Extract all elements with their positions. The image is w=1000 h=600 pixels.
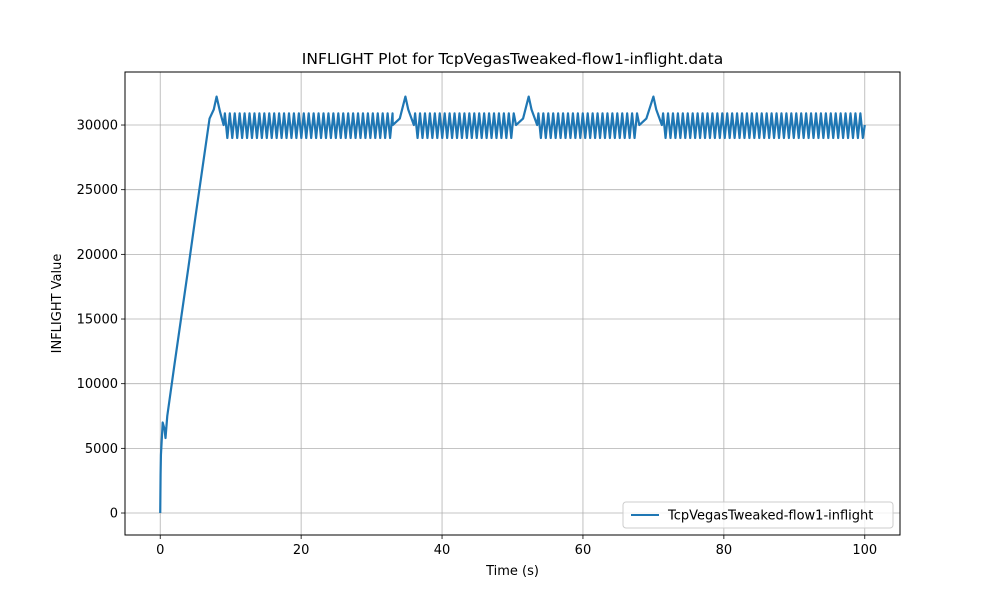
y-tick-label: 0 [110,507,118,522]
y-tick-label: 15000 [77,313,118,328]
axis-ticks: 0 20 40 60 80 100 0 5000 10000 15000 20000 25000 300… [77,119,878,558]
plot-area [159,95,866,514]
y-axis-label: INFLIGHT Value [50,254,65,354]
x-tick-label: 0 [156,543,164,558]
legend-entry-label: TcpVegasTweaked-flow1-inflight [667,509,873,524]
x-tick-label: 20 [293,543,310,558]
x-axis-label: Time (s) [485,564,539,579]
x-tick-label: 80 [716,543,733,558]
y-tick-label: 25000 [77,183,118,198]
chart-title: INFLIGHT Plot for TcpVegasTweaked-flow1-… [302,50,723,68]
y-tick-label: 20000 [77,248,118,263]
x-tick-label: 40 [434,543,451,558]
series-line [159,95,866,514]
legend-box [622,501,894,529]
grid [125,72,900,535]
y-tick-label: 5000 [85,442,118,457]
x-tick-label: 100 [852,543,877,558]
x-tick-label: 60 [575,543,592,558]
y-tick-label: 10000 [77,377,118,392]
y-tick-label: 30000 [77,119,118,134]
axes-frame [124,71,901,536]
legend: TcpVegasTweaked-flow1-inflight [622,501,894,529]
